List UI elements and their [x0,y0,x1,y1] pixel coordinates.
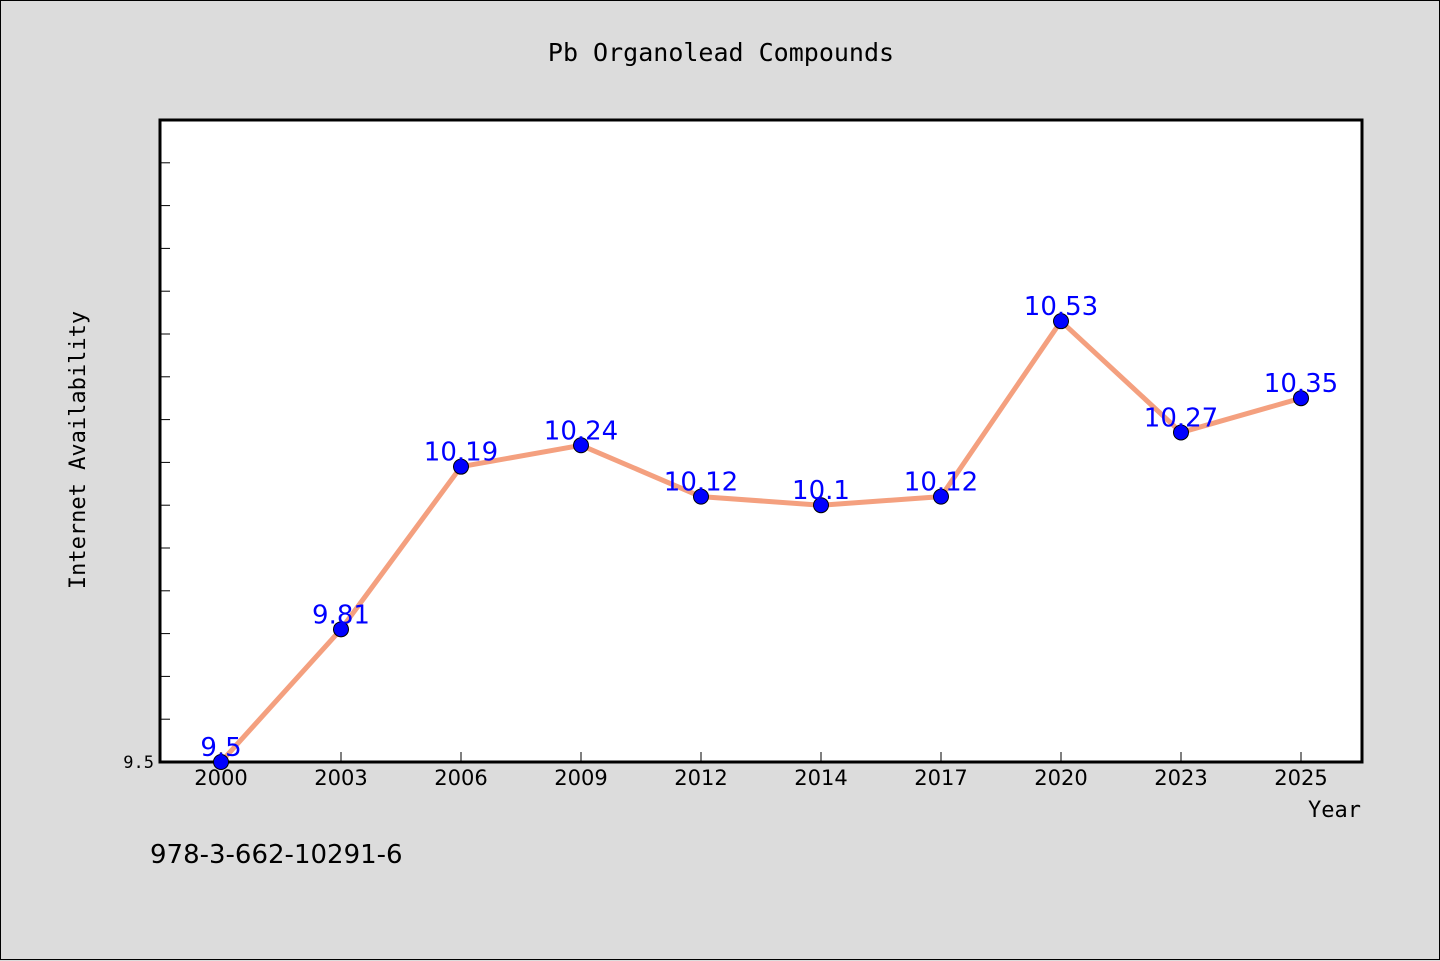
x-tick-label: 2009 [554,766,607,790]
x-tick-label: 2012 [674,766,727,790]
chart-title: Pb Organolead Compounds [548,38,894,67]
data-labels: 9.5 9.81 10.19 10.24 10.12 10.1 10.12 10.53 10.2… [200,292,1338,763]
data-point [1053,313,1069,330]
x-tick-label: 2014 [794,766,847,790]
x-tick-label: 2020 [1034,766,1087,790]
x-tick-label: 2003 [314,766,367,790]
y-axis-label: Internet Availability [66,311,91,589]
y-tick-label: 9.5 [123,753,154,773]
y-axis-ticks: 9.5 [123,162,170,773]
data-label: 10.24 [544,416,618,446]
x-tick-label: 2006 [434,766,487,790]
data-point [213,754,229,770]
x-tick-label: 2025 [1274,766,1327,790]
data-point [333,621,349,638]
data-point [933,488,949,505]
x-axis-ticks: 2000 2003 2006 2009 2012 2014 2017 2020 2023 2025 [194,752,1328,790]
data-label: 9.5 [200,733,241,763]
plot-area [158,118,1364,764]
data-label: 10.12 [664,468,738,498]
x-tick-label: 2023 [1154,766,1207,790]
data-label: 10.19 [424,438,498,468]
footer-isbn: 978-3-662-10291-6 [150,840,403,870]
data-point [693,488,709,505]
x-tick-label: 2017 [914,766,967,790]
data-markers [213,313,1309,770]
series-line [218,318,1304,765]
x-axis-label: Year [1308,798,1361,823]
data-point [1293,390,1309,407]
data-label: 10.1 [792,476,850,506]
data-label: 9.81 [312,600,370,630]
data-label: 10.12 [904,468,978,498]
data-label: 10.27 [1144,403,1218,433]
data-point [1173,424,1189,441]
data-point [813,497,829,514]
data-point [573,437,589,454]
data-label: 10.53 [1024,292,1098,322]
data-label: 10.35 [1264,369,1338,399]
data-point [453,458,469,475]
series-line-group [218,318,1304,765]
